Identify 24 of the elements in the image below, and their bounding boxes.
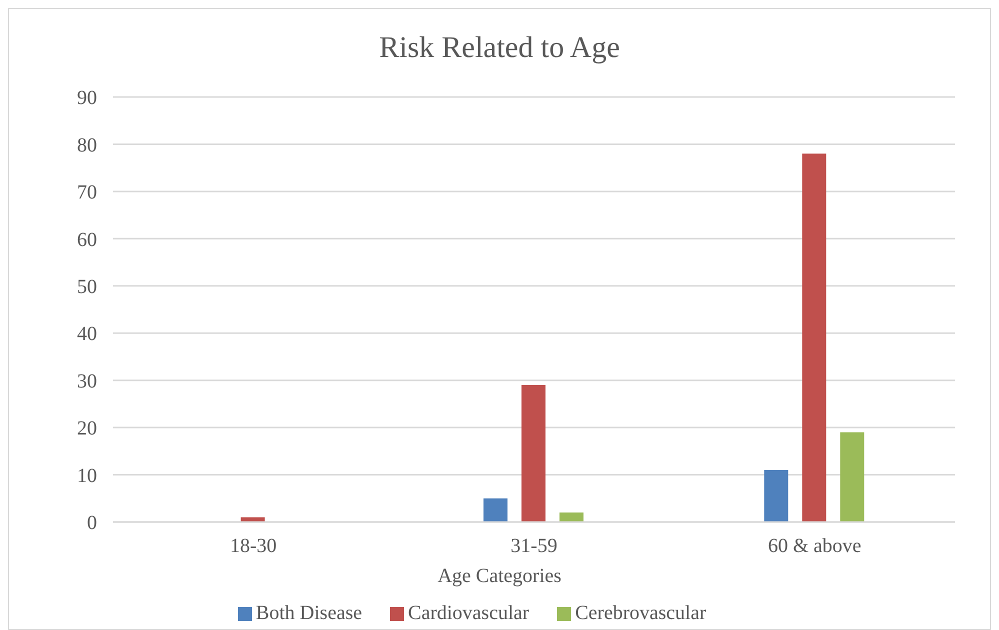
x-tick-label: 18-30	[230, 535, 277, 558]
y-tick-label: 20	[77, 418, 97, 440]
y-tick-label: 50	[77, 276, 97, 298]
y-tick-label: 40	[77, 323, 97, 346]
bar	[764, 470, 788, 522]
legend-label: Both Disease	[256, 602, 362, 624]
legend-label: Cerebrovascular	[575, 602, 706, 624]
bar	[840, 432, 864, 522]
x-tick-label: 60 & above	[768, 535, 862, 558]
y-tick-label: 90	[77, 87, 97, 110]
x-tick-label: 31-59	[510, 535, 558, 558]
y-tick-label: 70	[77, 182, 97, 204]
x-axis-title: Age Categories	[436, 565, 562, 588]
y-tick-label: 80	[77, 134, 97, 156]
y-tick-label: 60	[77, 228, 97, 251]
chart-title: Risk Related to Age	[378, 31, 621, 65]
y-tick-label: 10	[77, 464, 97, 487]
y-tick-label: 0	[87, 512, 97, 534]
bar	[802, 154, 826, 522]
bar	[521, 385, 546, 522]
y-tick-label: 30	[77, 370, 97, 392]
bar	[483, 498, 508, 522]
bar	[559, 512, 584, 522]
legend-label: Cardiovascular	[408, 602, 530, 624]
